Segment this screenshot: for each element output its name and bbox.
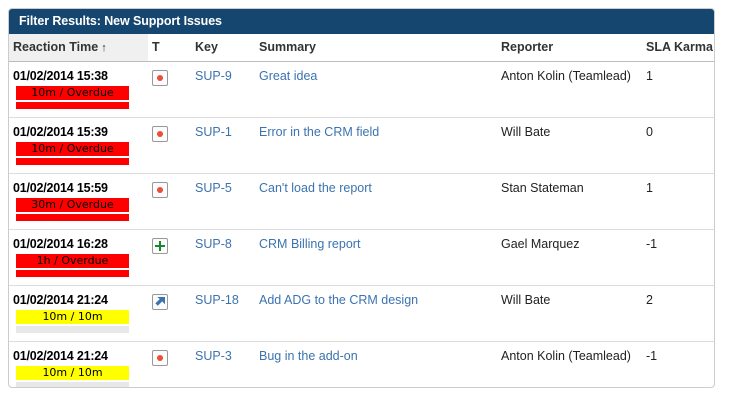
column-header-reporter[interactable]: Reporter [497,34,642,62]
cell-issue-key: SUP-1 [191,117,255,174]
sla-progress-label: 1h / Overdue [16,254,129,268]
cell-reaction-time: 01/02/2014 21:24 10m / 10m [9,341,148,387]
cell-issue-type [148,341,191,387]
sla-progress-label: 10m / Overdue [16,142,129,156]
cell-reporter: Will Bate [497,285,642,342]
cell-summary: Error in the CRM field [255,117,497,174]
cell-issue-key: SUP-18 [191,285,255,342]
issue-key-link[interactable]: SUP-3 [195,349,232,363]
issue-key-link[interactable]: SUP-5 [195,181,232,195]
cell-reporter: Anton Kolin (Teamlead) [497,341,642,387]
cell-reporter: Anton Kolin (Teamlead) [497,61,642,118]
reaction-time-datetime: 01/02/2014 15:59 [13,181,108,195]
cell-reaction-time: 01/02/2014 15:39 10m / Overdue [9,117,148,174]
sla-progress-bar: 10m / Overdue [16,86,129,109]
bug-icon[interactable] [152,182,168,198]
cell-issue-key: SUP-3 [191,341,255,387]
bug-icon[interactable] [152,70,168,86]
column-header-type[interactable]: T [148,34,191,62]
sla-progress-bar: 10m / 10m [16,310,129,333]
sla-progress-bar: 10m / Overdue [16,142,129,165]
cell-issue-key: SUP-5 [191,173,255,230]
column-header-reaction-time[interactable]: Reaction Time ↑ [9,34,148,62]
bug-icon[interactable] [152,126,168,142]
cell-sla-karma: 2 [642,285,714,342]
issue-summary-link[interactable]: Bug in the add-on [259,349,358,363]
cell-reaction-time: 01/02/2014 15:59 30m / Overdue [9,173,148,230]
cell-reporter: Stan Stateman [497,173,642,230]
table-row: 01/02/2014 15:59 30m / Overdue SUP-5 Can't … [9,173,714,230]
reaction-time-datetime: 01/02/2014 16:28 [13,237,108,251]
table-row: 01/02/2014 16:28 1h / Overdue SUP-8 CRM Bil… [9,229,714,286]
issue-key-link[interactable]: SUP-9 [195,69,232,83]
cell-reaction-time: 01/02/2014 16:28 1h / Overdue [9,229,148,286]
issue-filter-gadget: Filter Results: New Support Issues React… [8,8,715,388]
cell-reaction-time: 01/02/2014 21:24 10m / 10m [9,285,148,342]
column-header-reaction-time-label: Reaction Time [13,40,99,54]
column-header-key[interactable]: Key [191,34,255,62]
issue-key-link[interactable]: SUP-8 [195,237,232,251]
sla-progress-fill [16,214,129,221]
sla-progress-bar: 1h / Overdue [16,254,129,277]
cell-issue-key: SUP-8 [191,229,255,286]
issue-key-link[interactable]: SUP-18 [195,293,239,307]
cell-sla-karma: -1 [642,229,714,286]
table-row: 01/02/2014 15:38 10m / Overdue SUP-9 Great … [9,61,714,118]
sla-progress-label: 10m / 10m [16,366,129,380]
sla-progress-bar: 10m / 10m [16,366,129,387]
sort-ascending-icon[interactable]: ↑ [101,42,107,54]
table-header: Reaction Time ↑ T Key Summary Reporter SL… [9,34,714,62]
reaction-time-datetime: 01/02/2014 21:24 [13,349,108,363]
column-header-sla-karma[interactable]: SLA Karma [642,34,714,62]
cell-sla-karma: -1 [642,341,714,387]
header-row: Reaction Time ↑ T Key Summary Reporter SL… [9,34,714,62]
reaction-time-datetime: 01/02/2014 21:24 [13,293,108,307]
sla-progress-bar: 30m / Overdue [16,198,129,221]
issues-table: Reaction Time ↑ T Key Summary Reporter SL… [9,34,714,387]
gadget-title: Filter Results: New Support Issues [9,9,714,34]
table-body: 01/02/2014 15:38 10m / Overdue SUP-9 Great … [9,61,714,387]
cell-issue-type [148,229,191,286]
cell-issue-type [148,285,191,342]
cell-summary: CRM Billing report [255,229,497,286]
cell-reporter: Will Bate [497,117,642,174]
sla-progress-label: 10m / Overdue [16,86,129,100]
column-header-summary[interactable]: Summary [255,34,497,62]
issue-key-link[interactable]: SUP-1 [195,125,232,139]
cell-issue-type [148,117,191,174]
sla-progress-label: 30m / Overdue [16,198,129,212]
sla-progress-fill [16,270,129,277]
cell-summary: Can't load the report [255,173,497,230]
feature-icon[interactable] [152,238,168,254]
issue-summary-link[interactable]: CRM Billing report [259,237,361,251]
bug-icon[interactable] [152,350,168,366]
cell-issue-type [148,61,191,118]
cell-sla-karma: 1 [642,173,714,230]
sla-progress-fill [16,102,129,109]
cell-issue-type [148,173,191,230]
cell-sla-karma: 0 [642,117,714,174]
sla-progress-fill [16,158,129,165]
cell-summary: Great idea [255,61,497,118]
cell-reaction-time: 01/02/2014 15:38 10m / Overdue [9,61,148,118]
cell-summary: Bug in the add-on [255,341,497,387]
reaction-time-datetime: 01/02/2014 15:39 [13,125,108,139]
improvement-icon[interactable] [152,294,168,310]
table-row: 01/02/2014 21:24 10m / 10m SUP-18 Add ADG t… [9,285,714,342]
sla-progress-fill [16,382,129,387]
table-row: 01/02/2014 21:24 10m / 10m SUP-3 Bug in the… [9,341,714,387]
issue-summary-link[interactable]: Error in the CRM field [259,125,380,139]
table-row: 01/02/2014 15:39 10m / Overdue SUP-1 Error … [9,117,714,174]
reaction-time-datetime: 01/02/2014 15:38 [13,69,108,83]
sla-progress-label: 10m / 10m [16,310,129,324]
cell-issue-key: SUP-9 [191,61,255,118]
cell-reporter: Gael Marquez [497,229,642,286]
cell-summary: Add ADG to the CRM design [255,285,497,342]
sla-progress-fill [16,326,129,333]
issue-summary-link[interactable]: Can't load the report [259,181,372,195]
issue-summary-link[interactable]: Great idea [259,69,318,83]
cell-sla-karma: 1 [642,61,714,118]
issue-summary-link[interactable]: Add ADG to the CRM design [259,293,419,307]
